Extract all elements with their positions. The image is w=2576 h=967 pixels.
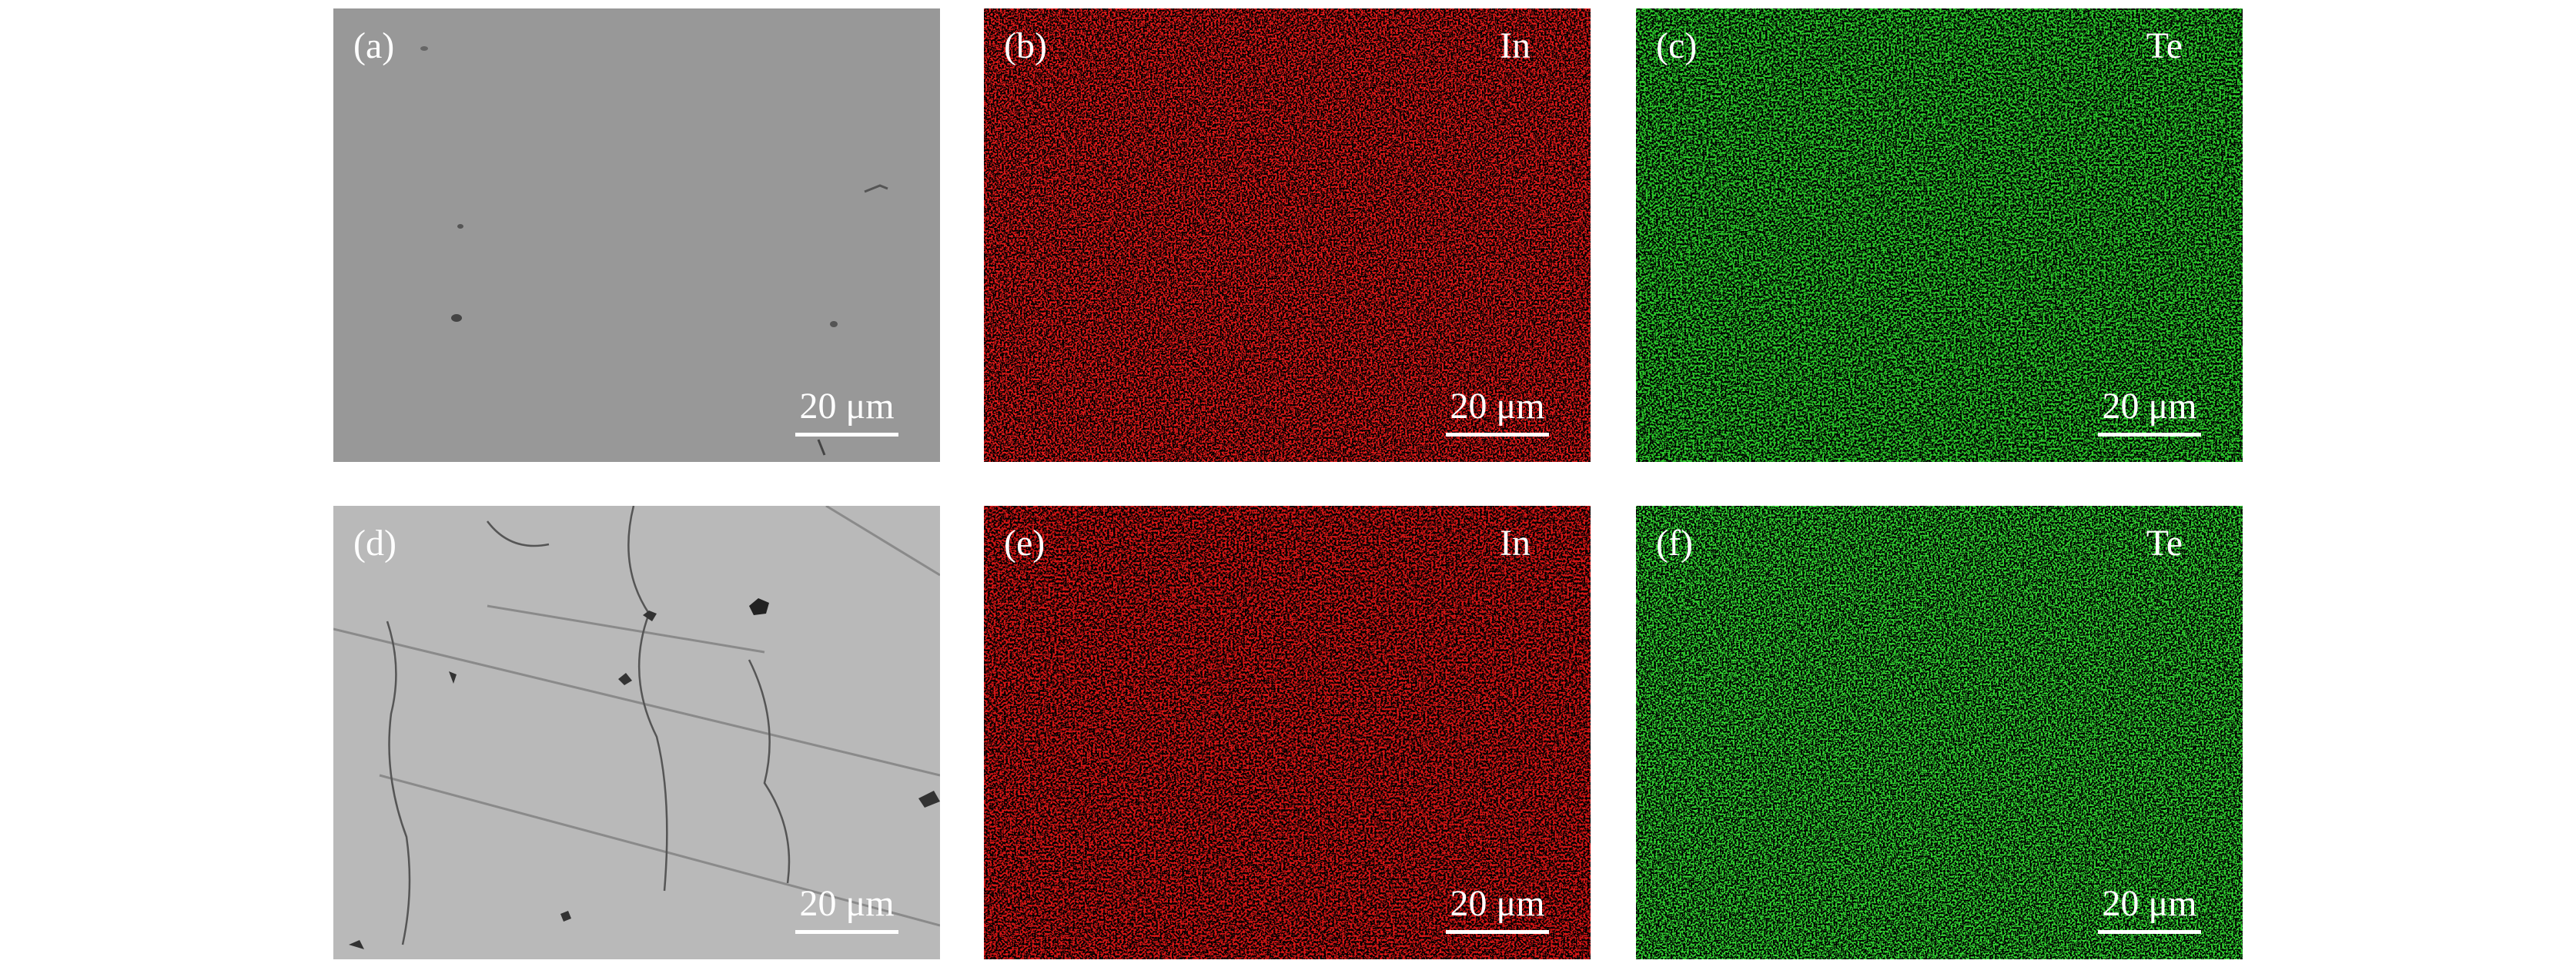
scale-bar (2098, 433, 2201, 437)
sem-panel: (d) 20 μm (333, 506, 940, 959)
sem-image (333, 8, 940, 462)
map-panel: (c) Te 20 μm (1636, 8, 2243, 462)
map-image (984, 506, 1591, 959)
sem-panel: (a) 20 μm (333, 8, 940, 462)
panel-label: (e) (1004, 523, 1045, 564)
panel-label: (d) (353, 523, 396, 564)
scale-bar (1446, 433, 1549, 437)
scale-bar (2098, 930, 2201, 934)
scale-bar (795, 930, 898, 934)
scale-label: 20 μm (799, 883, 895, 924)
scale-label: 20 μm (1450, 883, 1545, 924)
element-label: In (1500, 25, 1531, 66)
element-label: In (1500, 523, 1531, 564)
map-image (984, 8, 1591, 462)
panel-label: (f) (1656, 523, 1693, 564)
element-label: Te (2146, 523, 2183, 564)
map-image (1636, 8, 2243, 462)
map-panel: (e) In 20 μm (984, 506, 1591, 959)
scale-label: 20 μm (799, 386, 895, 427)
sem-image (333, 506, 940, 959)
scale-bar (1446, 930, 1549, 934)
scale-bar (795, 433, 898, 437)
panel-label: (a) (353, 25, 395, 66)
scale-label: 20 μm (1450, 386, 1545, 427)
scale-label: 20 μm (2102, 386, 2197, 427)
map-image (1636, 506, 2243, 959)
element-label: Te (2146, 25, 2183, 66)
scale-label: 20 μm (2102, 883, 2197, 924)
panel-label: (b) (1004, 25, 1047, 66)
panel-label: (c) (1656, 25, 1698, 66)
map-panel: (b) In 20 μm (984, 8, 1591, 462)
map-panel: (f) Te 20 μm (1636, 506, 2243, 959)
